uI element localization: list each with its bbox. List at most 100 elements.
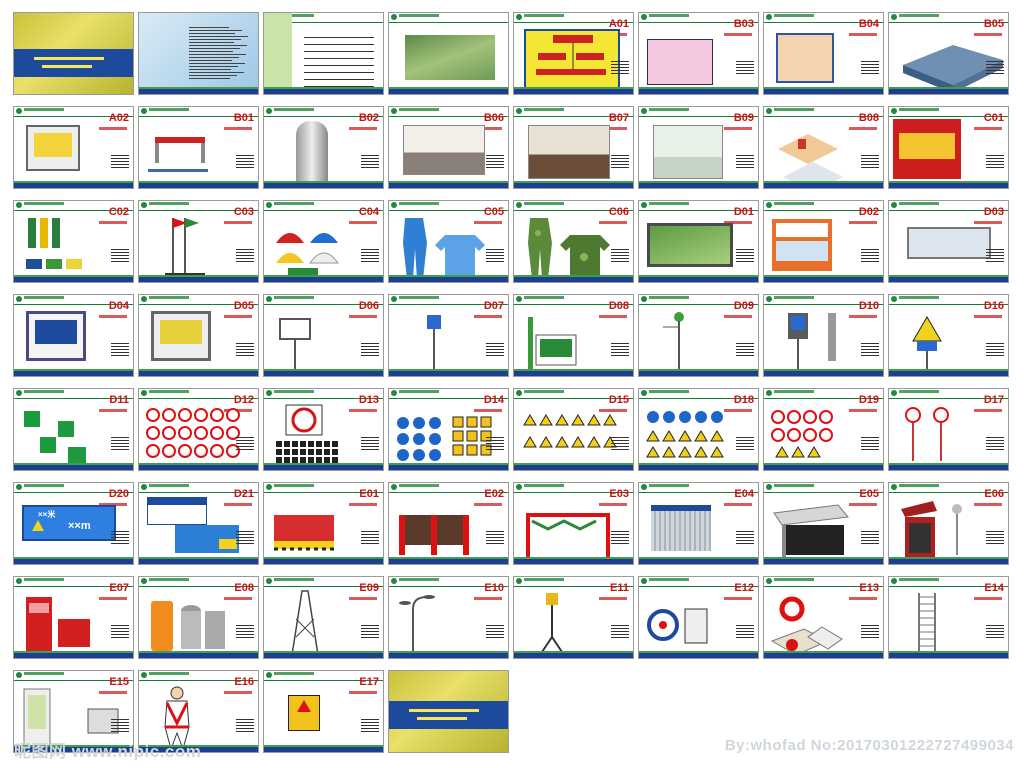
catalog-tile[interactable]: C06 [513,200,634,283]
catalog-tile[interactable]: C04 [263,200,384,283]
company-logo-icon [16,296,22,302]
catalog-tile[interactable]: E05 [763,482,884,565]
sheet-code: C04 [358,206,379,218]
catalog-tile[interactable]: D18 [638,388,759,471]
company-logo-icon [891,108,897,114]
tile-header [264,671,383,681]
catalog-tile[interactable]: B09 [638,106,759,189]
company-logo-icon [266,484,272,490]
tile-header [764,483,883,493]
catalog-tile[interactable]: E07 [13,576,134,659]
catalog-tile[interactable] [138,12,259,95]
catalog-tile[interactable]: A02 [13,106,134,189]
catalog-tile[interactable]: D03 [888,200,1009,283]
tile-header [639,107,758,117]
company-logo-icon [766,202,772,208]
catalog-tile[interactable]: C01 [888,106,1009,189]
catalog-tile[interactable]: D13 [263,388,384,471]
catalog-tile[interactable]: D16 [888,294,1009,377]
catalog-tile[interactable]: E10 [388,576,509,659]
company-logo-icon [141,672,147,678]
catalog-tile[interactable]: B06 [388,106,509,189]
catalog-tile[interactable]: C03 [138,200,259,283]
company-logo-icon [641,108,647,114]
catalog-tile[interactable]: E02 [388,482,509,565]
tile-header [14,107,133,117]
catalog-tile[interactable]: B03 [638,12,759,95]
tile-header [139,295,258,305]
catalog-tile[interactable]: D01 [638,200,759,283]
catalog-tile[interactable]: E08 [138,576,259,659]
tile-header [389,13,508,23]
sheet-code: B06 [483,112,504,124]
catalog-tile[interactable]: D09 [638,294,759,377]
catalog-tile[interactable]: C02 [13,200,134,283]
tile-header [889,295,1008,305]
catalog-tile[interactable]: E01 [263,482,384,565]
sheet-code: D12 [233,394,254,406]
company-logo-icon [516,296,522,302]
catalog-tile[interactable] [388,12,509,95]
catalog-tile[interactable]: C05 [388,200,509,283]
catalog-tile[interactable] [13,12,134,95]
catalog-tile[interactable]: E04 [638,482,759,565]
company-logo-icon [391,296,397,302]
catalog-tile[interactable]: B08 [763,106,884,189]
catalog-tile[interactable]: D21 [138,482,259,565]
catalog-tile[interactable]: D11 [13,388,134,471]
sheet-code: C01 [983,112,1004,124]
catalog-tile[interactable]: D06 [263,294,384,377]
catalog-tile[interactable]: D15 [513,388,634,471]
catalog-tile[interactable]: E16 [138,670,259,753]
catalog-tile[interactable]: D20 ××米 ××m [13,482,134,565]
catalog-tile[interactable]: E17 [263,670,384,753]
tile-header [764,201,883,211]
catalog-tile[interactable]: D02 [763,200,884,283]
catalog-tile[interactable]: D12 [138,388,259,471]
catalog-tile[interactable]: D17 [888,388,1009,471]
sheet-code: D21 [233,488,254,500]
catalog-tile[interactable]: B01 [138,106,259,189]
tile-header [139,577,258,587]
catalog-tile[interactable]: B05 [888,12,1009,95]
tile-header [139,483,258,493]
catalog-tile[interactable]: B04 [763,12,884,95]
company-logo-icon [391,484,397,490]
catalog-tile[interactable]: E03 [513,482,634,565]
sheet-code: E10 [484,582,504,594]
company-logo-icon [516,108,522,114]
catalog-tile[interactable]: D07 [388,294,509,377]
company-logo-icon [641,484,647,490]
catalog-tile[interactable]: B07 [513,106,634,189]
sheet-code: D05 [233,300,254,312]
catalog-tile[interactable]: E09 [263,576,384,659]
tile-header [764,107,883,117]
catalog-tile[interactable]: E12 [638,576,759,659]
catalog-tile[interactable]: E11 [513,576,634,659]
catalog-tile[interactable]: E15 [13,670,134,753]
tile-header [139,107,258,117]
catalog-tile[interactable]: A01 [513,12,634,95]
catalog-tile[interactable]: D04 [13,294,134,377]
catalog-tile[interactable] [263,12,384,95]
sheet-code: E05 [859,488,879,500]
catalog-tile[interactable]: B02 [263,106,384,189]
catalog-tile[interactable] [388,670,509,753]
sheet-code: D10 [858,300,879,312]
catalog-tile[interactable]: D14 [388,388,509,471]
catalog-tile[interactable]: E06 [888,482,1009,565]
sheet-code: D14 [483,394,504,406]
company-logo-icon [266,578,272,584]
tile-header [14,577,133,587]
tile-header [889,107,1008,117]
sheet-code: D17 [983,394,1004,406]
company-logo-icon [766,14,772,20]
catalog-tile[interactable]: E14 [888,576,1009,659]
catalog-tile[interactable]: E13 [763,576,884,659]
catalog-tile[interactable]: D08 [513,294,634,377]
catalog-tile[interactable]: D05 [138,294,259,377]
catalog-tile[interactable]: D19 [763,388,884,471]
catalog-tile[interactable]: D10 [763,294,884,377]
company-logo-icon [891,14,897,20]
sheet-code: D07 [483,300,504,312]
